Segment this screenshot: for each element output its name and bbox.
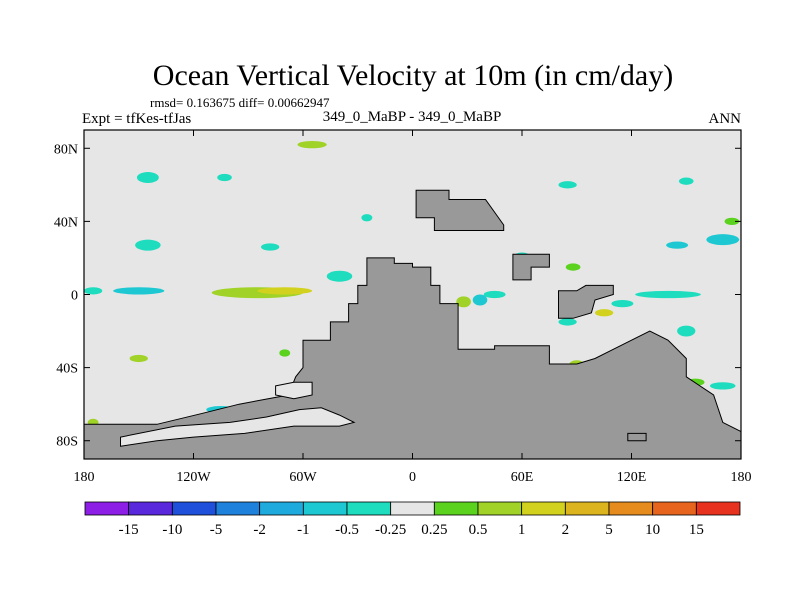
anomaly-patch	[217, 173, 232, 182]
colorbar-swatch	[477, 501, 523, 516]
colorbar-label: -2	[253, 522, 266, 538]
land-southeast-asia	[558, 284, 614, 319]
anomaly-patch	[706, 234, 740, 246]
anomaly-patch	[678, 177, 694, 185]
colorbar-swatch	[390, 501, 435, 516]
land-arabia-india	[512, 253, 550, 281]
anomaly-patch	[565, 263, 581, 271]
anomaly-patch	[297, 140, 327, 149]
colorbar-swatch	[84, 501, 130, 516]
colorbar-swatch	[521, 501, 566, 516]
colorbar-swatch	[346, 501, 392, 516]
anomaly-patch	[635, 290, 701, 299]
colorbar-label: 0.25	[421, 522, 447, 538]
anomaly-patch	[709, 382, 736, 390]
colorbar-swatch	[652, 501, 697, 516]
anomaly-patch	[279, 349, 291, 357]
colorbar-label: 0.5	[469, 522, 488, 538]
anomaly-patch	[483, 290, 506, 299]
colorbar-swatch	[259, 501, 304, 516]
season-label: ANN	[709, 111, 742, 127]
land-americas-and-africa	[84, 257, 741, 459]
anomaly-patch	[361, 214, 373, 222]
land-layer	[84, 189, 741, 459]
colorbar-label: -0.5	[335, 522, 359, 538]
colorbar-label: -15	[119, 522, 139, 538]
colorbar-swatch	[171, 501, 217, 516]
colorbar-swatch	[433, 501, 479, 516]
anomaly-patch	[136, 172, 159, 184]
experiment-label: Expt = tfKes-tfJas	[82, 111, 191, 127]
land-europe-asia	[415, 189, 505, 231]
anomaly-patch	[113, 287, 165, 295]
x-tick-label: 60E	[511, 470, 534, 485]
colorbar-label: -5	[210, 522, 223, 538]
case-label: 349_0_MaBP - 349_0_MaBP	[323, 109, 502, 125]
y-tick-label: 80N	[54, 142, 78, 157]
colorbar-label: -1	[297, 522, 310, 538]
colorbar-label: 10	[645, 522, 660, 538]
anomaly-patch	[558, 318, 577, 326]
x-tick-label: 120W	[176, 470, 211, 485]
anomaly-patch	[456, 296, 471, 308]
stats-line: rmsd= 0.163675 diff= 0.00662947	[150, 95, 330, 110]
anomaly-layer	[84, 140, 740, 438]
anomaly-patch	[666, 241, 689, 249]
x-tick-label: 180	[731, 470, 752, 485]
anomaly-patch	[611, 299, 634, 308]
colorbar-label: 5	[605, 522, 613, 538]
anomaly-patch	[326, 270, 353, 282]
anomaly-patch	[84, 287, 103, 295]
anomaly-patch	[261, 243, 280, 251]
sea-south-pocket	[275, 381, 313, 400]
anomaly-patch	[724, 217, 740, 226]
anomaly-patch	[257, 287, 313, 295]
colorbar-swatch	[695, 501, 741, 516]
x-tick-label: 180	[74, 470, 95, 485]
colorbar-label: -10	[162, 522, 182, 538]
anomaly-patch	[595, 309, 614, 317]
colorbar-swatch	[564, 501, 610, 516]
colorbar-swatch	[128, 501, 173, 516]
colorbar-swatch	[215, 501, 261, 516]
y-tick-label: 40N	[54, 215, 78, 230]
x-tick-label: 60W	[289, 470, 317, 485]
sea-weddell-arm	[120, 407, 356, 447]
colorbar-label: 2	[562, 522, 570, 538]
map-plot-area	[83, 129, 742, 460]
y-tick-label: 0	[71, 289, 78, 304]
anomaly-patch	[472, 294, 488, 306]
colorbar-swatch	[302, 501, 348, 516]
anomaly-patch	[129, 354, 148, 363]
land-gulf-island	[627, 432, 647, 442]
inner-sea-layer	[120, 381, 356, 447]
colorbar-label: 1	[518, 522, 526, 538]
colorbar-label: 15	[689, 522, 704, 538]
x-tick-label: 0	[409, 470, 416, 485]
y-tick-label: 40S	[56, 362, 78, 377]
chart-title: Ocean Vertical Velocity at 10m (in cm/da…	[153, 59, 673, 92]
colorbar-label: -0.25	[375, 522, 406, 538]
x-tick-label: 120E	[617, 470, 647, 485]
anomaly-patch	[135, 239, 161, 251]
y-tick-label: 80S	[56, 435, 78, 450]
colorbar: -15 -10 -5 -2 -1 -0.5 -0.25 0.25 0.5 1 2 5 10 15	[84, 501, 741, 538]
y-axis: 80N 40N 0 40S 80S	[54, 142, 741, 450]
x-axis: 180 120W 60W 0 60E 120E 180	[74, 130, 752, 485]
anomaly-patch	[558, 181, 577, 189]
anomaly-patch	[677, 325, 696, 337]
colorbar-swatch	[608, 501, 654, 516]
